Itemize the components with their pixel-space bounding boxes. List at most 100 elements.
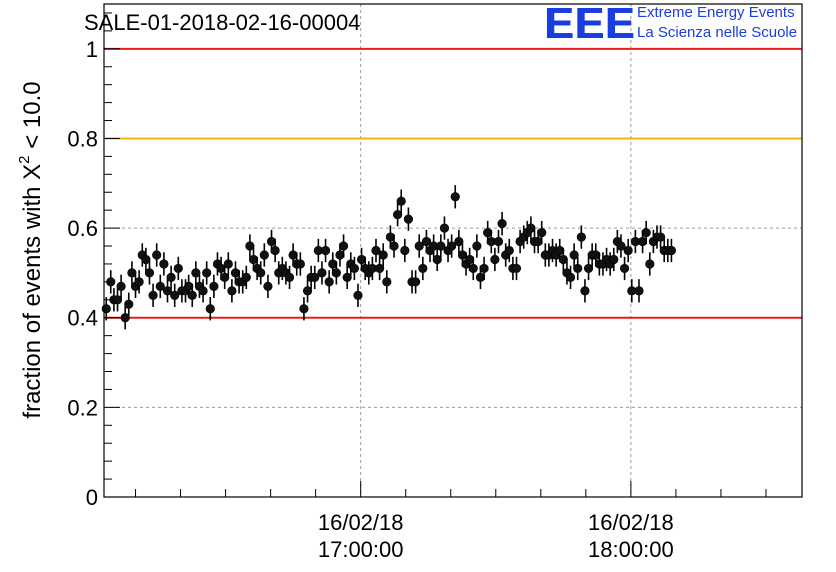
marker <box>609 254 619 265</box>
data-point <box>227 279 237 303</box>
marker <box>302 286 313 296</box>
marker <box>558 254 568 265</box>
y-tick-label: 0.2 <box>67 395 98 420</box>
y-label-superscript: 2 <box>16 155 33 163</box>
marker <box>159 259 169 269</box>
data-point <box>116 274 126 299</box>
marker <box>148 290 158 300</box>
data-point <box>141 247 151 272</box>
data-point <box>198 279 208 303</box>
data-point <box>565 265 576 290</box>
marker <box>403 214 414 224</box>
data-point <box>382 270 392 294</box>
data-point <box>295 252 305 276</box>
marker <box>511 263 522 274</box>
marker <box>565 272 576 282</box>
y-tick-label: 0.8 <box>67 126 98 151</box>
data-point <box>490 247 500 272</box>
y-label-prefix: fraction of events with <box>19 180 46 419</box>
marker <box>263 281 273 291</box>
chart-title: SALE-01-2018-02-16-00004 <box>84 10 361 35</box>
data-point <box>504 238 514 263</box>
data-point <box>112 288 123 312</box>
marker <box>223 259 233 269</box>
data-point <box>396 189 406 213</box>
data-point <box>634 279 644 303</box>
data-point <box>155 274 165 299</box>
y-label-symbol: Χ <box>19 164 46 180</box>
marker <box>382 277 392 287</box>
data-point <box>447 234 457 258</box>
data-point <box>144 261 155 285</box>
data-point <box>583 256 594 281</box>
data-point <box>497 211 507 236</box>
data-point <box>220 265 230 290</box>
data-point <box>429 234 439 258</box>
marker <box>295 259 305 269</box>
marker <box>134 277 144 287</box>
data-point <box>148 283 158 307</box>
data-point <box>173 256 183 281</box>
data-point <box>353 283 363 307</box>
data-point <box>414 234 424 258</box>
data-point <box>270 238 280 263</box>
marker <box>349 263 359 274</box>
data-point <box>159 252 169 276</box>
marker <box>187 290 197 300</box>
data-point <box>418 256 428 281</box>
data-point <box>331 261 341 285</box>
marker <box>400 245 410 256</box>
data-point <box>187 283 197 307</box>
marker <box>504 245 514 256</box>
data-points <box>101 185 677 330</box>
data-point <box>616 234 626 258</box>
marker <box>580 286 590 296</box>
marker <box>447 241 457 251</box>
data-point <box>162 279 173 303</box>
marker <box>166 272 176 282</box>
marker <box>389 241 399 251</box>
data-point <box>245 234 255 258</box>
y-tick-label: 0.6 <box>67 216 98 241</box>
marker <box>619 263 630 274</box>
data-point <box>223 252 233 276</box>
x-tick-label-time: 18:00:00 <box>588 537 674 562</box>
data-point <box>205 297 215 321</box>
marker <box>468 263 478 274</box>
data-point <box>324 270 334 294</box>
data-point <box>454 229 464 254</box>
marker <box>414 241 424 251</box>
data-point <box>393 202 403 227</box>
y-axis: 0 0.2 0.4 0.6 0.8 1 <box>67 12 120 510</box>
data-point <box>439 216 450 240</box>
data-point <box>526 216 536 240</box>
data-point <box>241 265 251 290</box>
marker <box>378 250 388 260</box>
data-point <box>436 234 446 258</box>
y-axis-label: fraction of events with Χ2 < 10.0 <box>16 81 46 418</box>
y-label-suffix: < 10.0 <box>19 81 46 155</box>
marker <box>616 241 626 251</box>
data-point <box>371 238 381 263</box>
data-point <box>573 256 583 281</box>
marker <box>205 304 215 314</box>
data-point <box>432 247 442 272</box>
data-point <box>152 243 162 267</box>
data-point <box>558 247 568 272</box>
data-point <box>256 261 266 285</box>
data-point <box>400 238 410 263</box>
data-point <box>450 185 460 209</box>
data-point <box>299 297 309 321</box>
marker <box>573 263 583 274</box>
marker <box>245 241 255 251</box>
data-point <box>486 229 496 254</box>
data-point <box>166 265 176 290</box>
data-point <box>127 261 137 285</box>
data-point <box>511 256 522 281</box>
marker <box>162 286 173 296</box>
data-point <box>191 261 201 285</box>
marker <box>227 286 237 296</box>
marker <box>241 272 251 282</box>
